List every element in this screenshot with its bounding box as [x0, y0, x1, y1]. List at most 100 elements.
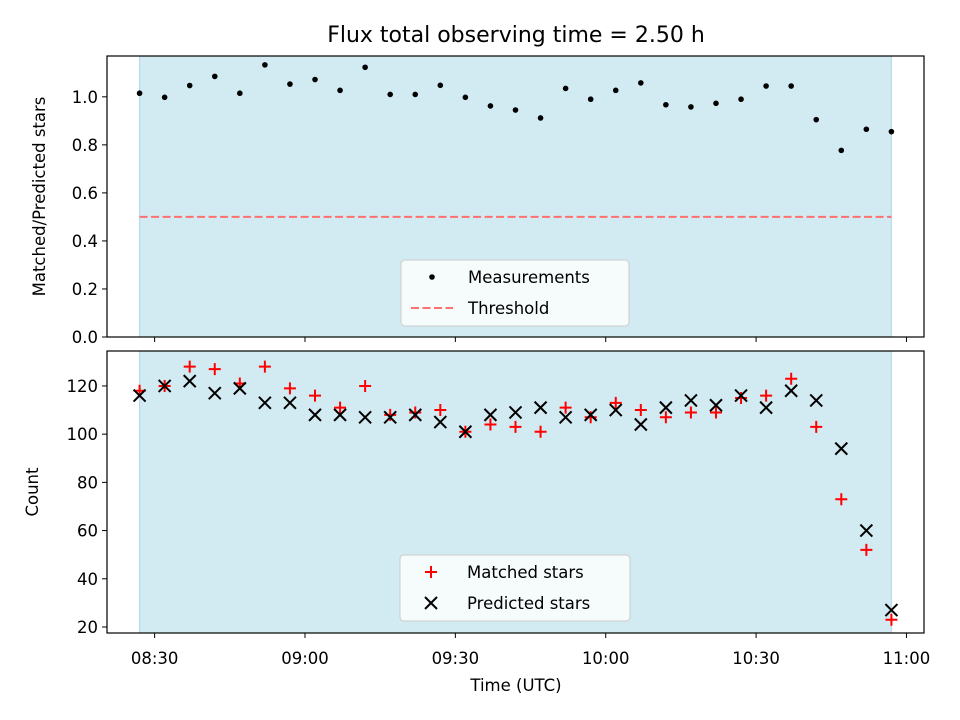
- y-tick-label: 0.2: [72, 280, 98, 299]
- ratio-y-label: Matched/Predicted stars: [30, 97, 49, 297]
- predicted-star-point: [834, 441, 849, 456]
- y-tick-label: 0.6: [72, 184, 98, 203]
- matched-star-point: [785, 372, 798, 385]
- y-tick-label: 20: [77, 618, 98, 637]
- x-tick-label: 08:30: [131, 649, 179, 668]
- predicted-star-point: [283, 396, 297, 410]
- matched-star-point: [659, 411, 672, 424]
- measurement-point: [888, 128, 895, 135]
- legend-predicted-marker: [424, 596, 438, 610]
- predicted-star-point: [383, 410, 397, 424]
- count-axes-frame: [106, 350, 925, 634]
- measurement-point: [262, 62, 268, 68]
- matched-star-point: [709, 406, 722, 419]
- predicted-star-point: [884, 603, 899, 617]
- count-legend-box: [399, 554, 631, 622]
- y-tick-label: 120: [67, 377, 99, 396]
- matched-star-point: [309, 389, 322, 402]
- count-legend: Matched stars Predicted stars: [399, 554, 631, 622]
- predicted-star-point: [508, 405, 523, 420]
- measurement-point: [838, 147, 845, 154]
- predicted-star-point: [784, 384, 798, 398]
- matched-star-point: [885, 613, 898, 626]
- predicted-star-point: [709, 398, 723, 412]
- predicted-star-point: [258, 396, 272, 410]
- ratio-panel: 0.0 0.2 0.4 0.6 0.8 1.0 Matched/Predicted sta…: [30, 55, 925, 347]
- measurement-points: [136, 62, 895, 154]
- y-tick-label: 40: [77, 570, 98, 589]
- matched-star-point: [183, 360, 196, 373]
- predicted-star-point: [458, 425, 473, 439]
- matched-star-point: [534, 425, 547, 438]
- predicted-star-point: [157, 379, 172, 393]
- matched-star-point: [208, 363, 221, 376]
- matched-star-point: [559, 401, 572, 414]
- measurement-point: [312, 76, 318, 83]
- measurement-point: [587, 96, 594, 103]
- predicted-star-point: [583, 408, 598, 422]
- measurement-point: [612, 87, 619, 94]
- matched-star-point: [735, 392, 748, 404]
- measurement-point: [512, 107, 519, 113]
- predicted-star-point: [308, 408, 322, 422]
- chart-title: Flux total observing time = 2.50 h: [327, 23, 705, 48]
- x-tick-labels: 08:30 09:00 09:30 10:00 10:30 11:00: [131, 649, 930, 668]
- y-tick-label: 0.0: [72, 328, 98, 347]
- predicted-star-point: [659, 400, 673, 415]
- matched-star-point: [810, 420, 823, 433]
- measurement-point: [161, 94, 168, 101]
- measurement-point: [813, 116, 820, 123]
- matched-star-point: [760, 389, 773, 402]
- matched-star-point: [609, 396, 622, 409]
- measurement-point: [287, 81, 293, 87]
- matched-star-point: [258, 360, 271, 373]
- matched-star-point: [409, 406, 422, 419]
- measurement-point: [211, 73, 218, 80]
- ratio-x-ticks: [154, 337, 907, 342]
- predicted-star-point: [433, 415, 448, 429]
- y-tick-label: 80: [77, 473, 98, 492]
- predicted-star-point: [182, 374, 197, 388]
- x-tick-label: 09:00: [281, 649, 329, 668]
- legend-measurements-marker: [429, 274, 435, 280]
- matched-star-point: [359, 379, 372, 392]
- measurement-point: [362, 64, 368, 71]
- y-tick-label: 0.4: [72, 232, 98, 251]
- measurement-point: [713, 100, 719, 107]
- y-tick-label: 1.0: [72, 88, 98, 107]
- predicted-star-point: [358, 410, 372, 424]
- ratio-legend-box: [400, 259, 630, 327]
- x-tick-label: 10:30: [732, 649, 780, 668]
- x-tick-label: 09:30: [432, 649, 480, 668]
- y-tick-label: 100: [67, 425, 99, 444]
- predicted-star-point: [233, 381, 247, 396]
- x-tick-label: 10:00: [582, 649, 630, 668]
- measurement-point: [763, 83, 769, 89]
- measurement-point: [562, 85, 569, 92]
- measurement-point: [412, 91, 419, 98]
- predicted-star-point: [609, 403, 623, 417]
- predicted-star-point: [483, 408, 498, 422]
- measurement-point: [487, 103, 494, 109]
- x-axis-label: Time (UTC): [469, 676, 561, 695]
- matched-star-point: [434, 404, 447, 417]
- ratio-legend: Measurements Threshold: [400, 259, 630, 327]
- matched-star-point: [835, 493, 848, 506]
- matched-star-point: [283, 382, 296, 395]
- predicted-star-point: [558, 410, 573, 424]
- predicted-star-point: [859, 523, 874, 538]
- ratio-axes-frame: [106, 55, 925, 338]
- x-tick-label: 11:00: [883, 649, 931, 668]
- matched-star-point: [334, 401, 347, 414]
- predicted-star-point: [634, 417, 648, 432]
- legend-measurements-label: Measurements: [468, 268, 590, 287]
- measurement-point: [537, 115, 544, 121]
- measurement-point: [237, 90, 243, 97]
- matched-star-point: [860, 543, 873, 556]
- predicted-star-point: [809, 393, 823, 408]
- predicted-star-point: [408, 408, 422, 422]
- measurement-point: [387, 91, 393, 98]
- measurement-point: [788, 83, 794, 89]
- measurement-point: [462, 94, 469, 101]
